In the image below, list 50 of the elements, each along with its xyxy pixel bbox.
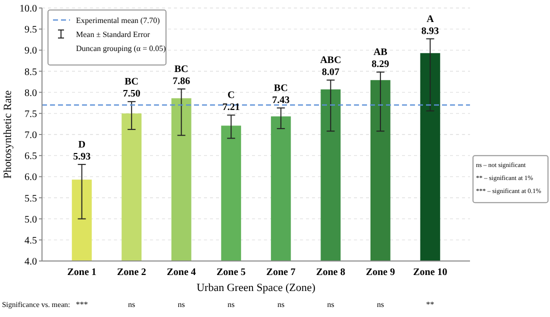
- text: ns: [277, 300, 284, 309]
- x-tick-label: Zone 1: [67, 267, 96, 278]
- x-tick-label: Zone 5: [216, 267, 246, 278]
- annotation: Mean ± Standard Error: [76, 30, 150, 39]
- y-tick-label: 5.0: [24, 214, 37, 226]
- y-tick-label: 9.0: [24, 46, 37, 57]
- legend-label: Experimental mean (7.70): [76, 16, 160, 25]
- y-tick-label: 6.5: [24, 151, 37, 162]
- y-axis-title: Photosynthetic Rate: [2, 90, 14, 179]
- y-tick-label: 9.5: [24, 24, 37, 36]
- text: ns: [327, 300, 334, 309]
- y-tick-label: 8.0: [24, 88, 37, 99]
- text: ns: [128, 300, 136, 309]
- data-label: 5.93: [73, 151, 91, 162]
- x-tick-label: Zone 9: [366, 267, 396, 278]
- data-label: 8.93: [421, 26, 439, 37]
- x-tick-label: Zone 4: [166, 267, 196, 278]
- data-label: 8.07: [322, 67, 340, 78]
- text: ns: [228, 300, 235, 309]
- x-tick-label: Zone 8: [316, 267, 346, 278]
- x-tick-label: Zone 10: [413, 267, 448, 278]
- y-tick-label: 5.5: [24, 193, 37, 204]
- x-tick-label: Zone 7: [266, 267, 296, 278]
- text: ns: [376, 300, 384, 309]
- annotation: A: [426, 14, 435, 25]
- annotation: C: [228, 90, 235, 102]
- y-tick-label: 4.0: [24, 256, 37, 268]
- annotation: D: [78, 139, 86, 150]
- data-label: 7.21: [222, 102, 240, 114]
- data-label: 7.86: [172, 76, 190, 87]
- text: ***: [76, 300, 88, 309]
- y-tick-label: 6.0: [24, 172, 37, 184]
- x-tick-label: Zone 2: [116, 267, 146, 278]
- annotation: AB: [373, 47, 388, 58]
- text: ns: [178, 300, 185, 309]
- y-tick-label: 4.5: [24, 235, 37, 246]
- annotation: Duncan grouping (α = 0.05): [76, 44, 166, 53]
- data-label: 7.43: [272, 94, 290, 106]
- annotation: BC: [174, 64, 188, 75]
- data-label: 7.50: [122, 88, 140, 100]
- y-tick-label: 10.0: [20, 4, 37, 14]
- annotation: BC: [274, 82, 288, 94]
- text: **: [426, 300, 434, 309]
- y-tick-label: 8.5: [24, 66, 37, 78]
- annotation: ABC: [320, 55, 342, 66]
- annotation: BC: [124, 76, 139, 88]
- y-tick-label: 7.5: [24, 108, 37, 120]
- data-label: 8.29: [372, 59, 390, 70]
- x-axis-title: Urban Green Space (Zone): [196, 282, 316, 294]
- y-tick-label: 7.0: [24, 130, 37, 141]
